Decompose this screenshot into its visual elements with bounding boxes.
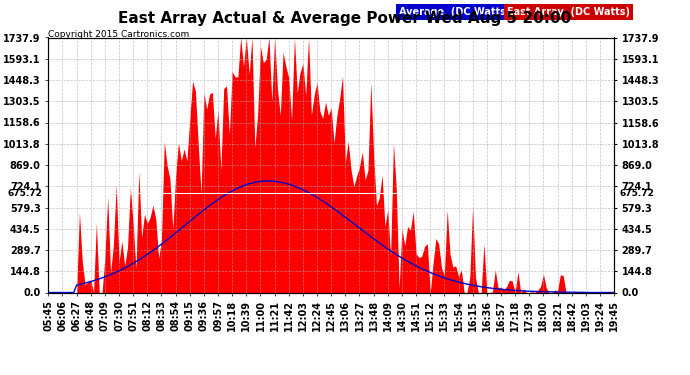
Text: 675.72: 675.72 (8, 189, 43, 198)
Text: 675.72: 675.72 (620, 189, 655, 198)
Text: East Array  (DC Watts): East Array (DC Watts) (506, 7, 629, 17)
Text: Copyright 2015 Cartronics.com: Copyright 2015 Cartronics.com (48, 30, 190, 39)
Text: Average  (DC Watts): Average (DC Watts) (399, 7, 511, 17)
Text: East Array Actual & Average Power Wed Aug 5 20:00: East Array Actual & Average Power Wed Au… (119, 11, 571, 26)
